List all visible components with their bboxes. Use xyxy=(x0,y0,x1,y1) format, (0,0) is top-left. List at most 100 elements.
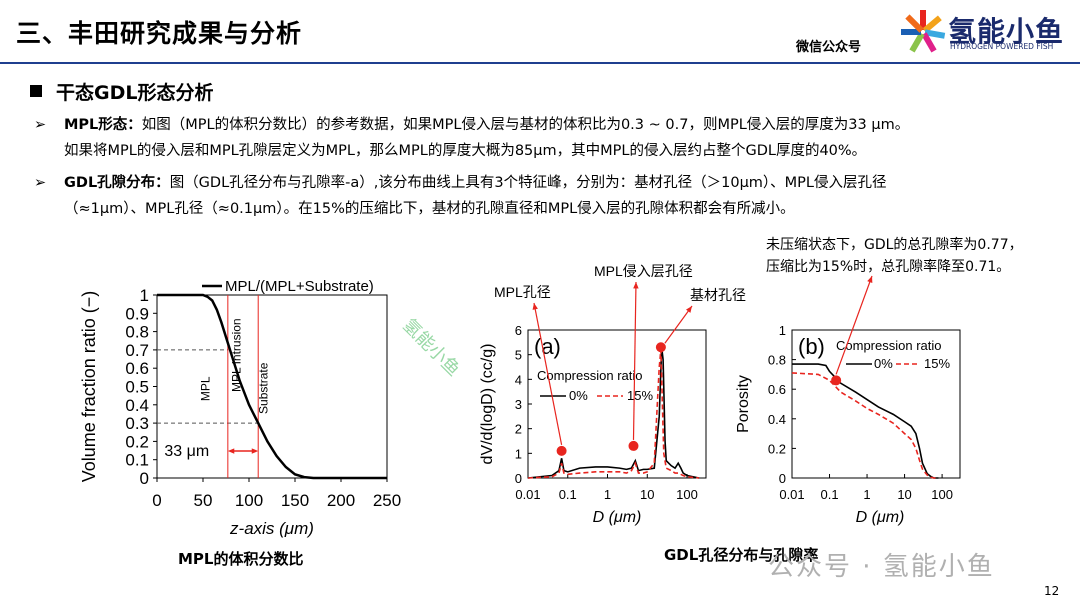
chart2a-ytick-label: 1 xyxy=(515,446,522,461)
chart2b-xtick-label: 0.1 xyxy=(820,487,838,502)
chart1-ytick-label: 0.3 xyxy=(125,414,149,433)
chart2b-xtick-label: 10 xyxy=(897,487,911,502)
p1-line1: 如图（MPL的体积分数比）的参考数据，如果MPL侵入层与基材的体积比为0.3 ~… xyxy=(141,117,910,133)
chart2b-legend-label-15: 15% xyxy=(924,356,950,371)
section-title: 干态GDL形态分析 xyxy=(30,78,213,105)
chart2a-highlight-point xyxy=(655,342,666,353)
chart2a-xlabel: D (μm) xyxy=(593,509,642,526)
chart1-xtick-label: 250 xyxy=(373,491,401,510)
chart2b-ytick-label: 1 xyxy=(779,323,786,338)
section-title-text: 干态GDL形态分析 xyxy=(56,82,214,104)
chart1-region-intrusion: MPL Intrusion xyxy=(230,318,244,392)
chart2b-legend-label-0: 0% xyxy=(874,356,893,371)
chart1-ytick-label: 0.2 xyxy=(125,432,149,451)
logo-star-icon xyxy=(901,10,946,53)
annotation-mpl-intrusion-pore: MPL侵入层孔径 xyxy=(594,263,693,279)
arrow-bullet-icon: ➢ xyxy=(34,117,47,133)
chart2a-highlight-point xyxy=(556,445,567,456)
chart2a-panel-label: (a) xyxy=(534,334,561,359)
p2-line2: （≈1μm）、MPL孔径（≈0.1μm）。在15%的压缩比下，基材的孔隙直径和M… xyxy=(64,201,795,217)
chart1-legend-label: MPL/(MPL+Substrate) xyxy=(225,278,374,295)
annotation-intrusion-arrow-head xyxy=(633,282,639,289)
chart1-ytick-label: 0.8 xyxy=(125,323,149,342)
page-number: 12 xyxy=(1044,584,1060,598)
logo-text: 氢能小鱼 xyxy=(948,15,1065,48)
chart1-ytick-label: 0.6 xyxy=(125,359,149,378)
chart2a-ylabel: dV/d(logD) (cc/g) xyxy=(479,344,496,465)
square-bullet-icon xyxy=(30,85,42,97)
chart1-bracket-head-left xyxy=(227,448,235,454)
chart2a-legend-title: Compression ratio xyxy=(537,368,643,383)
porosity-note: 未压缩状态下，GDL的总孔隙率为0.77， 压缩比为15%时，总孔隙率降至0.7… xyxy=(766,234,1023,278)
chart2b-xlabel: D (μm) xyxy=(856,509,905,526)
annotation-mpl-pore: MPL孔径 xyxy=(494,284,551,300)
chart2b-xtick-label: 1 xyxy=(863,487,870,502)
annotation-mpl-pore-arrow-line xyxy=(533,302,563,445)
chart2b-legend-title: Compression ratio xyxy=(836,338,942,353)
arrow-bullet-icon: ➢ xyxy=(34,175,47,191)
chart2a-highlight-point xyxy=(628,440,639,451)
chart2b-frame xyxy=(791,329,961,479)
chart1-xtick-label: 100 xyxy=(235,491,263,510)
chart1-ytick-label: 0.7 xyxy=(125,341,149,360)
chart2b-series-15 xyxy=(791,372,939,479)
chart2a-legend-label-15: 15% xyxy=(627,388,653,403)
page-title: 三、丰田研究成果与分析 xyxy=(16,19,303,48)
chart2a-ytick-label: 3 xyxy=(515,397,522,412)
annotation-substrate-arrow-head xyxy=(686,306,692,313)
caption-fig2: GDL孔径分布与孔隙率 xyxy=(664,546,819,564)
chart1-ylabel: Volume fraction ratio (−) xyxy=(79,291,99,483)
chart2b-ytick-label: 0 xyxy=(779,471,786,486)
chart2b-series-0 xyxy=(792,363,939,479)
chart1-ytick-label: 0.9 xyxy=(125,304,149,323)
chart2b-panel-label: (b) xyxy=(798,334,825,359)
annotation-porosity-arrow-line xyxy=(835,275,873,375)
wechat-label: 微信公众号 xyxy=(796,40,862,55)
chart2a-xtick-label: 10 xyxy=(640,487,654,502)
chart2b-highlight-point xyxy=(831,375,842,386)
annotation-mpl-pore-arrow-head xyxy=(532,303,538,310)
chart2a-legend-label-0: 0% xyxy=(569,388,588,403)
chart2b-ytick-label: 0.6 xyxy=(768,382,786,397)
chart1-xtick-label: 50 xyxy=(194,491,213,510)
watermark-bottom: 公众号 · 氢能小鱼 xyxy=(768,552,995,582)
chart1-xtick-label: 200 xyxy=(327,491,355,510)
chart2b-ytick-label: 0.2 xyxy=(768,441,786,456)
chart2b-xtick-label: 0.01 xyxy=(779,487,804,502)
chart2b-ytick-label: 0.4 xyxy=(768,412,786,427)
chart2a-ytick-label: 6 xyxy=(515,323,522,338)
chart1-region-substrate: Substrate xyxy=(256,362,270,414)
chart2a-ytick-label: 2 xyxy=(515,422,522,437)
chart2a-xtick-label: 0.01 xyxy=(515,487,540,502)
chart1-ytick-label: 0.5 xyxy=(125,378,149,397)
chart1-series-line xyxy=(157,293,387,480)
logo-subtitle: HYDROGEN POWERED FISH xyxy=(950,42,1054,51)
p1-line2: 如果将MPL的侵入层和MPL孔隙层定义为MPL，那么MPL的厚度大概为85μm，… xyxy=(64,143,867,159)
chart1-bracket-head-right xyxy=(251,448,259,454)
chart2a-ytick-label: 5 xyxy=(515,348,522,363)
annotation-substrate-pore: 基材孔径 xyxy=(690,287,746,303)
chart1-xlabel: z-axis (μm) xyxy=(229,519,314,538)
chart2a-xtick-label: 1 xyxy=(604,487,611,502)
chart2a-xtick-label: 0.1 xyxy=(559,487,577,502)
chart1-xtick-label: 0 xyxy=(152,491,161,510)
annotation-substrate-arrow-line xyxy=(664,305,693,344)
chart2a-xtick-label: 100 xyxy=(676,487,698,502)
paragraph-gdl: ➢ GDL孔隙分布：图（GDL孔径分布与孔隙率-a）,该分布曲线上具有3个特征峰，… xyxy=(34,170,1044,222)
chart1-ytick-label: 1 xyxy=(140,286,149,305)
header-divider xyxy=(0,62,1080,64)
p2-label: GDL孔隙分布： xyxy=(64,175,170,191)
chart2a-ytick-label: 0 xyxy=(515,471,522,486)
chart2a-ytick-label: 4 xyxy=(515,372,522,387)
p1-label: MPL形态： xyxy=(64,117,142,133)
chart1-region-mpl: MPL xyxy=(198,376,212,401)
chart1-ytick-label: 0 xyxy=(140,469,149,488)
chart2a-series-0 xyxy=(527,347,700,479)
chart1-bracket-label: 33 μm xyxy=(164,443,209,460)
caption-fig1: MPL的体积分数比 xyxy=(178,550,304,568)
porosity-note-1: 未压缩状态下，GDL的总孔隙率为0.77， xyxy=(766,237,1023,253)
chart2b-ytick-label: 0.8 xyxy=(768,353,786,368)
chart2b-xtick-label: 100 xyxy=(931,487,953,502)
chart2b-ylabel: Porosity xyxy=(735,375,752,433)
